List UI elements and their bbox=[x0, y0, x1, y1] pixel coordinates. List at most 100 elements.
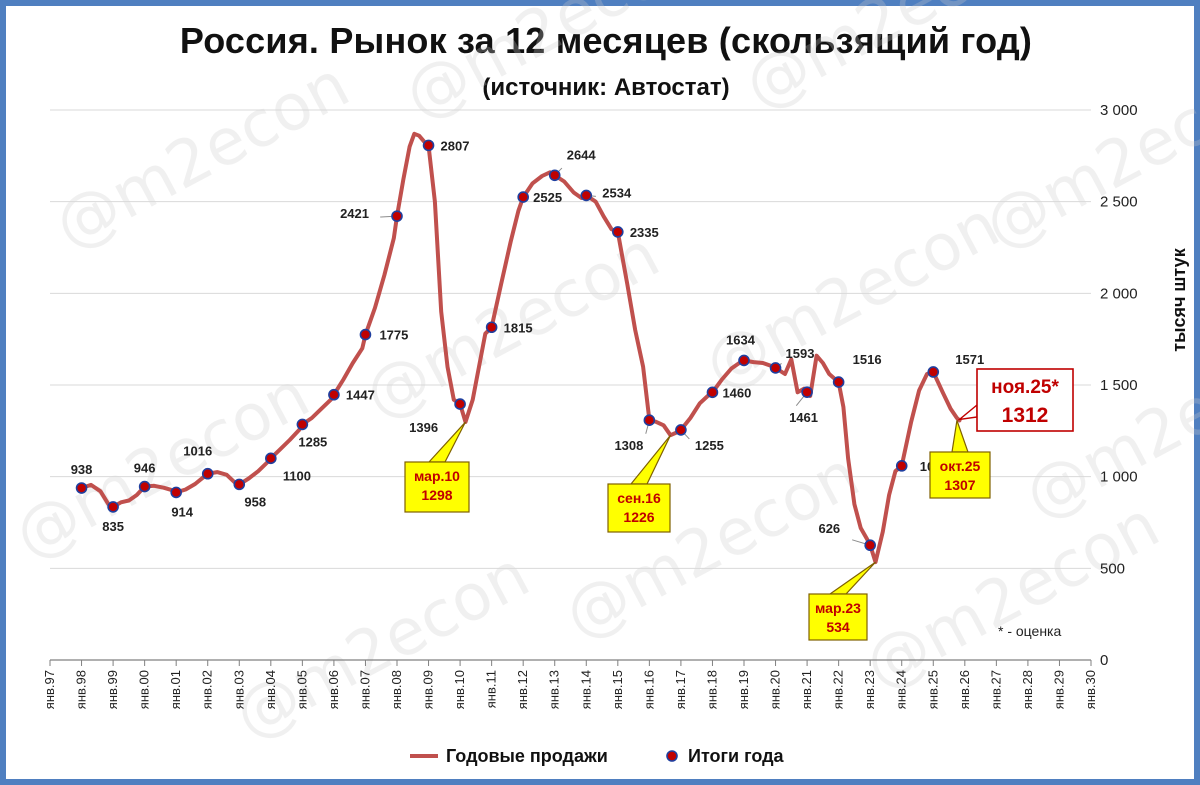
x-tick-label: янв.21 bbox=[799, 670, 814, 709]
data-label: 1775 bbox=[379, 328, 408, 343]
data-label: 835 bbox=[102, 519, 124, 534]
x-tick-label: янв.17 bbox=[673, 670, 688, 709]
data-label: 1593 bbox=[786, 346, 815, 361]
y-tick-label: 1 500 bbox=[1100, 377, 1138, 394]
x-tick-label: янв.06 bbox=[326, 670, 341, 709]
callout: мар.10 1298 bbox=[404, 421, 470, 513]
data-label: 1285 bbox=[298, 434, 327, 449]
watermark-text: @m2econ bbox=[223, 538, 541, 754]
data-label: 1308 bbox=[614, 438, 643, 453]
y-tick-label: 1 000 bbox=[1100, 469, 1138, 486]
x-tick-label: янв.24 bbox=[894, 670, 909, 709]
callout-value: 534 bbox=[826, 619, 850, 635]
x-axis-ticks: янв.97 янв.98 янв.99 янв.00 янв.01 янв.02 янв.… bbox=[42, 660, 1098, 709]
x-tick-label: янв.99 bbox=[105, 670, 120, 709]
data-label: 1571 bbox=[955, 352, 984, 367]
x-tick-label: янв.03 bbox=[231, 670, 246, 709]
x-tick-label: янв.18 bbox=[704, 670, 719, 709]
year-end-marker bbox=[391, 210, 403, 222]
x-tick-label: янв.25 bbox=[925, 670, 940, 709]
year-end-marker bbox=[738, 354, 750, 367]
callout-label: мар.10 bbox=[414, 468, 460, 484]
watermark-text: @m2econ bbox=[973, 48, 1200, 264]
data-label: 2421 bbox=[340, 206, 369, 221]
data-label: 626 bbox=[818, 521, 840, 536]
year-end-marker bbox=[107, 501, 119, 513]
data-label: 2525 bbox=[533, 190, 562, 205]
y-tick-label: 0 bbox=[1100, 652, 1108, 669]
year-end-marker bbox=[296, 418, 309, 431]
callout-label: мар.23 bbox=[815, 600, 861, 616]
year-end-marker bbox=[548, 169, 561, 182]
year-end-marker bbox=[580, 189, 593, 202]
x-tick-label: янв.02 bbox=[200, 670, 215, 709]
data-label: 1396 bbox=[409, 420, 438, 435]
data-label: 914 bbox=[171, 504, 193, 519]
callout-value: 1226 bbox=[623, 509, 654, 525]
callout-box bbox=[808, 593, 868, 641]
highlight-value: 1312 bbox=[1002, 404, 1049, 427]
callout-box bbox=[607, 483, 671, 533]
data-label: 2534 bbox=[602, 185, 632, 200]
x-tick-label: янв.08 bbox=[389, 670, 404, 709]
gridlines bbox=[50, 109, 1091, 569]
year-end-marker bbox=[675, 424, 687, 436]
data-label: 1447 bbox=[346, 388, 375, 403]
highlight-label: ноя.25* bbox=[991, 377, 1059, 398]
chart-title: Россия. Рынок за 12 месяцев (скользящий … bbox=[179, 20, 1033, 61]
year-end-marker bbox=[769, 362, 782, 374]
y-tick-label: 2 000 bbox=[1100, 285, 1138, 302]
year-end-marker bbox=[233, 478, 246, 491]
legend-marker-swatch bbox=[666, 750, 678, 762]
x-tick-label: янв.28 bbox=[1020, 670, 1035, 709]
data-label: 2335 bbox=[630, 225, 659, 240]
year-end-marker bbox=[706, 386, 719, 399]
x-tick-label: янв.29 bbox=[1051, 670, 1066, 709]
x-tick-label: янв.05 bbox=[294, 670, 309, 709]
y-axis-label: тысяч штук bbox=[1169, 247, 1189, 351]
callout-value: 1307 bbox=[944, 477, 975, 493]
data-label: 1461 bbox=[789, 410, 818, 425]
data-labels: 938 835 946 914 1016 958 1100 1285 1447 1775 2421 2… bbox=[71, 138, 985, 536]
legend: Годовые продажи Итоги года bbox=[410, 746, 785, 766]
data-label: 1815 bbox=[504, 320, 533, 335]
data-label: 958 bbox=[244, 494, 266, 509]
data-label: 946 bbox=[134, 461, 156, 476]
year-end-marker bbox=[454, 398, 466, 410]
x-tick-label: янв.09 bbox=[421, 670, 436, 709]
data-label: 938 bbox=[71, 462, 93, 477]
x-tick-label: янв.13 bbox=[547, 670, 562, 709]
year-end-marker bbox=[895, 460, 908, 472]
callout-label: окт.25 bbox=[940, 458, 981, 474]
estimate-note: * - оценка bbox=[998, 623, 1061, 639]
x-tick-label: янв.10 bbox=[452, 670, 467, 709]
data-label: 1255 bbox=[695, 438, 724, 453]
watermark-text: @m2econ bbox=[393, 0, 711, 134]
year-end-marker bbox=[927, 366, 940, 378]
year-end-marker bbox=[328, 388, 340, 401]
x-tick-label: янв.07 bbox=[357, 670, 372, 709]
x-tick-label: янв.19 bbox=[736, 670, 751, 709]
y-tick-label: 3 000 bbox=[1100, 102, 1138, 119]
year-end-marker bbox=[832, 376, 845, 388]
x-tick-label: янв.23 bbox=[862, 670, 877, 709]
year-end-marker bbox=[359, 328, 372, 341]
year-end-marker bbox=[864, 539, 876, 552]
callout-pointer bbox=[828, 561, 876, 595]
highlight-pointer bbox=[957, 403, 978, 421]
data-label: 1460 bbox=[722, 385, 751, 400]
callout-label: сен.16 bbox=[617, 490, 661, 506]
callout-value: 1298 bbox=[421, 487, 452, 503]
year-end-marker bbox=[422, 139, 435, 152]
callout: сен.16 1226 bbox=[607, 434, 672, 533]
y-axis-ticks: 0 500 1 000 1 500 2 000 2 500 3 000 bbox=[1100, 102, 1138, 669]
year-end-marker bbox=[170, 486, 182, 499]
year-end-markers bbox=[75, 139, 940, 552]
x-tick-label: янв.15 bbox=[610, 670, 625, 709]
x-tick-label: янв.98 bbox=[74, 670, 89, 709]
x-tick-label: янв.26 bbox=[957, 670, 972, 709]
data-label: 1016 bbox=[183, 444, 212, 459]
callout: окт.25 1307 bbox=[929, 420, 991, 499]
x-tick-label: янв.30 bbox=[1083, 670, 1098, 709]
data-label: 2807 bbox=[441, 138, 470, 153]
